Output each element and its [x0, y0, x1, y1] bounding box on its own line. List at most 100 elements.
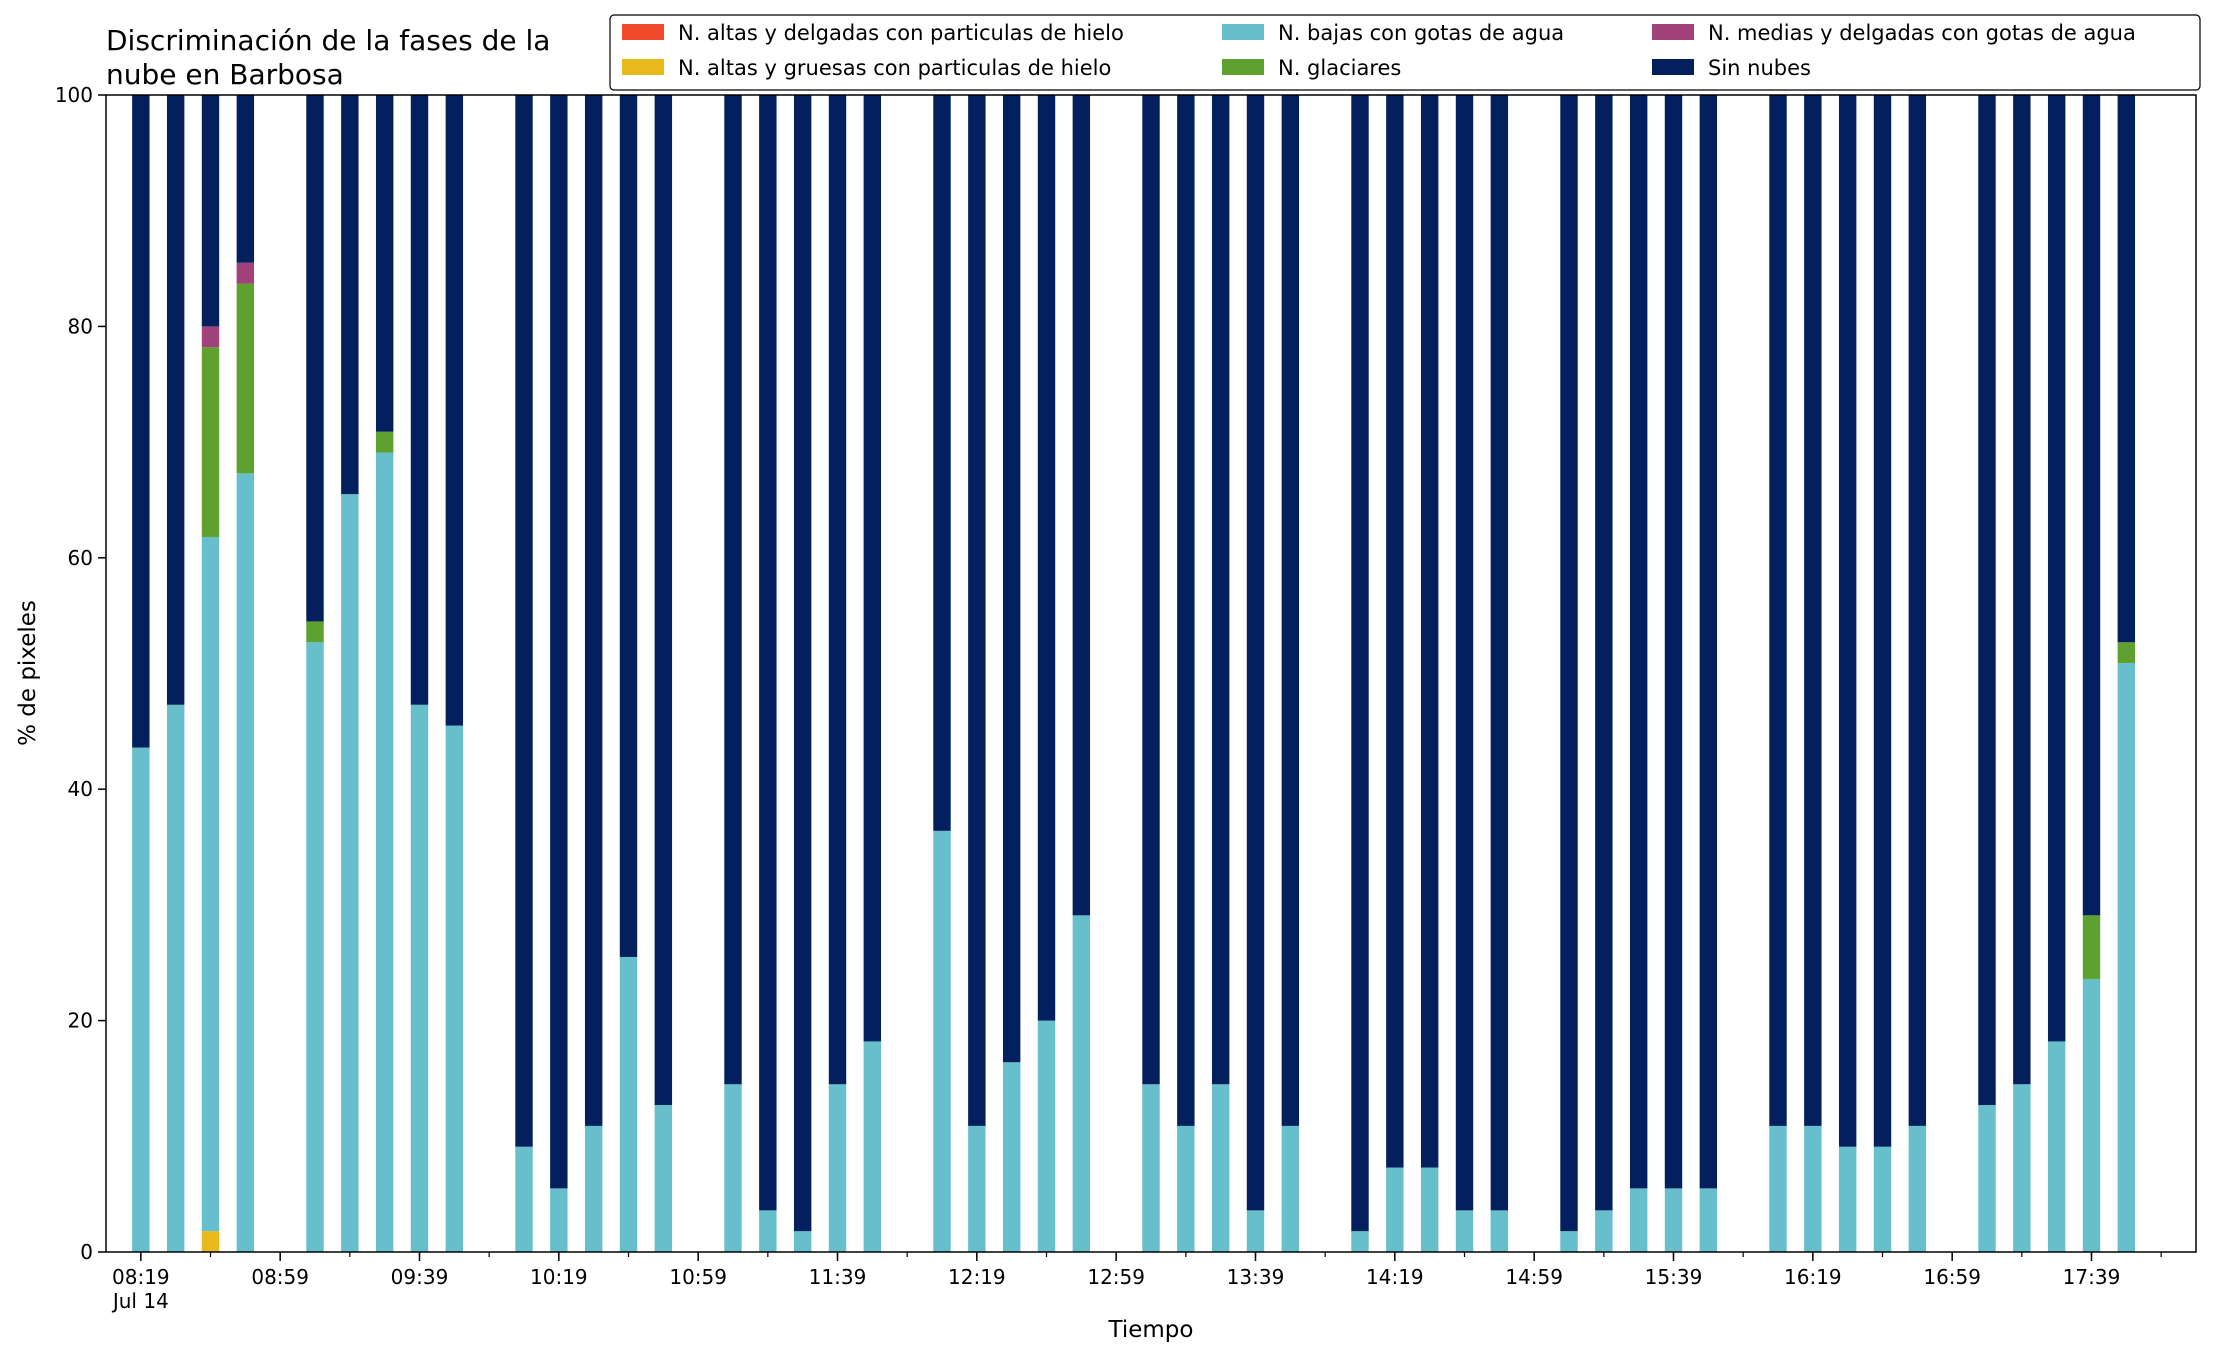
- bar-segment-1739-series-5: [2082, 95, 2101, 916]
- bar-segment-1649-series-2: [1908, 1125, 1927, 1252]
- bar-segment-0839-series-4: [201, 326, 220, 348]
- bar-segment-1749-series-2: [2117, 663, 2136, 1252]
- bar-segment-1119-series-5: [759, 95, 777, 1211]
- bar-segment-1509-series-2: [1560, 1231, 1578, 1252]
- legend-swatch: [1652, 24, 1694, 40]
- bar-segment-1339-series-2: [1246, 1210, 1265, 1252]
- x-axis-label: Tiempo: [1108, 1317, 1194, 1343]
- bar-segment-1639-series-2: [1873, 1146, 1892, 1252]
- chart-title-line-2: nube en Barbosa: [106, 58, 344, 91]
- chart-title-line-1: Discriminación de la fases de la: [106, 24, 550, 57]
- bar-segment-0829-series-5: [166, 95, 185, 705]
- y-tick-label: 80: [68, 314, 93, 338]
- bar-segment-0829-series-2: [166, 704, 185, 1252]
- y-axis-label: % de pixeles: [15, 600, 41, 746]
- bar-segment-1629-series-2: [1838, 1146, 1857, 1252]
- bar-segment-1429-series-5: [1420, 95, 1439, 1168]
- bar-segment-1419-series-2: [1386, 1167, 1404, 1252]
- bar-segment-1639-series-5: [1873, 95, 1892, 1147]
- bar-segment-1019-series-2: [550, 1188, 568, 1252]
- bar-segment-0839-series-1: [201, 1231, 220, 1252]
- legend-label: N. glaciares: [1278, 56, 1401, 80]
- bar-segment-0929-series-2: [375, 452, 394, 1252]
- bar-segment-1409-series-5: [1351, 95, 1369, 1232]
- bar-segment-1249-series-5: [1072, 95, 1091, 916]
- bar-segment-1009-series-2: [515, 1146, 533, 1252]
- bar-segment-1749-series-5: [2117, 95, 2136, 643]
- bar-segment-1709-series-5: [1978, 95, 1996, 1106]
- legend-label: N. bajas con gotas de agua: [1278, 21, 1564, 45]
- bar-segment-0849-series-3: [236, 283, 255, 474]
- bar-segment-1309-series-2: [1142, 1084, 1160, 1252]
- legend-swatch: [1222, 24, 1264, 40]
- bar-segment-1439-series-2: [1455, 1210, 1474, 1252]
- bar-segment-0939-series-2: [410, 704, 429, 1252]
- bar-segment-1739-series-3: [2082, 915, 2101, 979]
- bar-segment-1709-series-2: [1978, 1105, 1996, 1252]
- bar-segment-0919-series-5: [341, 95, 359, 495]
- bar-segment-1209-series-5: [933, 95, 951, 831]
- x-tick-label: 10:19: [530, 1265, 588, 1289]
- x-tick-label: 09:39: [391, 1265, 449, 1289]
- bar-segment-1739-series-2: [2082, 978, 2101, 1252]
- legend-swatch: [1222, 59, 1264, 75]
- legend-label: N. altas y delgadas con particulas de hi…: [678, 21, 1124, 45]
- bar-segment-1329-series-5: [1211, 95, 1230, 1085]
- x-tick-label: 16:59: [1923, 1265, 1981, 1289]
- legend-swatch: [1652, 59, 1694, 75]
- bar-segment-1049-series-5: [654, 95, 673, 1106]
- bar-segment-1609-series-5: [1769, 95, 1787, 1126]
- bar-segment-1229-series-2: [1002, 1062, 1021, 1252]
- x-tick-label: 08:59: [251, 1265, 309, 1289]
- plot-frame: [105, 94, 2197, 1253]
- x-tick-label: 14:59: [1505, 1265, 1563, 1289]
- bar-segment-1629-series-5: [1838, 95, 1857, 1147]
- x-tick-label: 13:39: [1227, 1265, 1285, 1289]
- legend-box: [609, 14, 2201, 91]
- bar-segment-0819-series-2: [132, 747, 150, 1252]
- bar-segment-1009-series-5: [515, 95, 533, 1147]
- bar-segment-1449-series-2: [1490, 1210, 1509, 1252]
- bar-segment-1029-series-2: [584, 1125, 603, 1252]
- legend-label: N. medias y delgadas con gotas de agua: [1708, 21, 2136, 45]
- bar-segment-1519-series-5: [1595, 95, 1613, 1211]
- bar-segment-1609-series-2: [1769, 1125, 1787, 1252]
- bar-segment-1419-series-5: [1386, 95, 1404, 1168]
- x-tick-label: 08:19: [112, 1265, 170, 1289]
- bar-segment-1219-series-2: [968, 1125, 986, 1252]
- bar-segment-0929-series-5: [375, 95, 394, 432]
- bar-segment-1129-series-2: [793, 1231, 812, 1252]
- bar-segment-0909-series-3: [306, 621, 324, 643]
- bar-segment-1239-series-5: [1037, 95, 1056, 1021]
- x-tick-label: 10:59: [669, 1265, 727, 1289]
- bar-segment-0949-series-5: [445, 95, 464, 726]
- bar-segment-1129-series-5: [793, 95, 812, 1232]
- bar-segment-1229-series-5: [1002, 95, 1021, 1063]
- bar-segment-1149-series-2: [863, 1041, 882, 1252]
- bar-segment-1619-series-2: [1804, 1125, 1822, 1252]
- bar-segment-1749-series-3: [2117, 642, 2136, 664]
- x-tick-label: 12:59: [1087, 1265, 1145, 1289]
- y-tick-label: 40: [68, 777, 93, 801]
- x-tick-label: 11:39: [809, 1265, 867, 1289]
- bar-segment-1039-series-5: [619, 95, 638, 957]
- bar-segment-0849-series-5: [236, 95, 255, 263]
- bar-segment-1109-series-2: [724, 1084, 742, 1252]
- legend: N. altas y delgadas con particulas de hi…: [609, 14, 2201, 91]
- bar-segment-1349-series-2: [1281, 1125, 1300, 1252]
- bar-segment-1339-series-5: [1246, 95, 1265, 1211]
- bar-segment-0949-series-2: [445, 725, 464, 1252]
- bar-segment-1509-series-5: [1560, 95, 1578, 1232]
- y-tick-label: 0: [80, 1240, 93, 1264]
- bar-segment-1539-series-2: [1664, 1188, 1683, 1252]
- bar-segment-1049-series-2: [654, 1105, 673, 1252]
- bar-segment-1219-series-5: [968, 95, 986, 1126]
- bar-segment-1729-series-5: [2047, 95, 2066, 1042]
- bar-segment-1549-series-2: [1699, 1188, 1718, 1252]
- bars-group: [132, 95, 2136, 1253]
- x-tick-label: 15:39: [1645, 1265, 1703, 1289]
- bar-segment-1119-series-2: [759, 1210, 777, 1252]
